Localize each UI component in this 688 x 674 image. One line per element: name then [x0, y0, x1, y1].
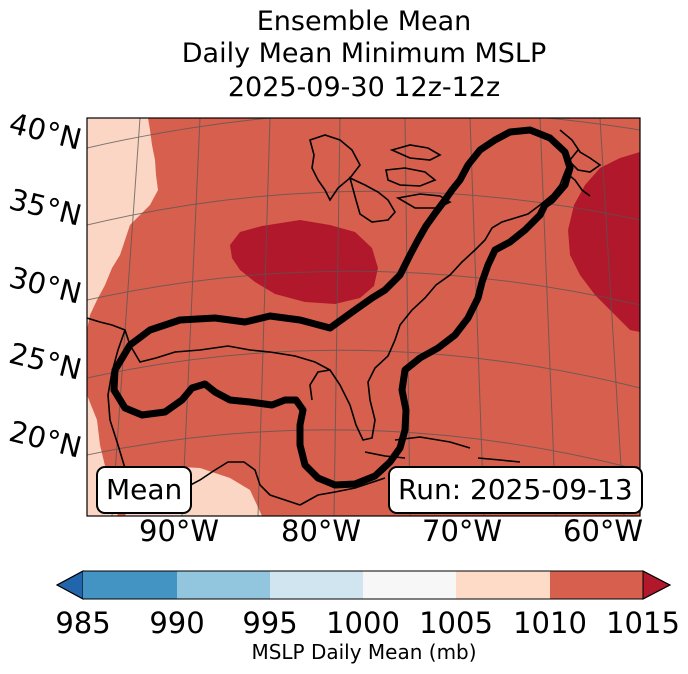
lon-label-60w: 60°W	[563, 514, 644, 548]
pressure-field-1005-1010-west	[87, 118, 158, 330]
lon-label-80w: 80°W	[281, 514, 362, 548]
mean-label-box: Mean	[96, 466, 193, 514]
title-line-1: Ensemble Mean	[256, 6, 472, 37]
colorbar-tick-995: 995	[242, 606, 298, 640]
colorbar-tick-985: 985	[55, 606, 111, 640]
colorbar-bin-1010-1015	[550, 571, 643, 599]
colorbar-label: MSLP Daily Mean (mb)	[251, 640, 477, 664]
colorbar-bin-995-1000	[270, 571, 363, 599]
map-frame	[86, 117, 641, 517]
title-line-2: Daily Mean Minimum MSLP	[181, 38, 547, 69]
lon-label-90w: 90°W	[139, 514, 220, 548]
run-date-box: Run: 2025-09-13	[388, 466, 643, 514]
colorbar-bin-1005-1010	[456, 571, 550, 599]
pressure-field-1005-1010-southwest	[87, 395, 118, 516]
colorbar-tick-1010: 1010	[513, 606, 587, 640]
colorbar-bin-1000-1005	[363, 571, 456, 599]
colorbar-tick-1015: 1015	[606, 606, 680, 640]
pressure-field-1015-high-east	[568, 152, 640, 332]
title-line-3: 2025-09-30 12z-12z	[227, 72, 501, 103]
colorbar-tick-1005: 1005	[419, 606, 493, 640]
pressure-field-1015-high-center	[230, 220, 378, 304]
colorbar-outline	[55, 570, 672, 600]
lon-label-70w: 70°W	[422, 514, 503, 548]
colorbar-tick-1000: 1000	[326, 606, 400, 640]
colorbar-extend-low	[55, 570, 84, 600]
probability-contour	[110, 126, 574, 489]
colorbar-tick-990: 990	[149, 606, 205, 640]
colorbar-bin-985-990	[83, 571, 177, 599]
colorbar-extend-high	[642, 570, 672, 600]
colorbar-bin-990-995	[177, 571, 270, 599]
